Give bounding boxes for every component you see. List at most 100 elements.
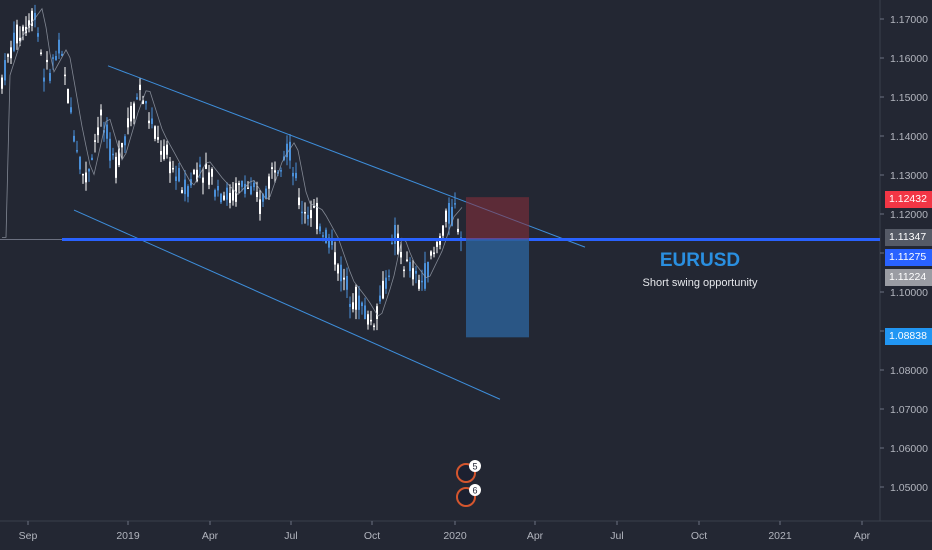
- candle-body: [397, 233, 399, 255]
- channel-lower-line[interactable]: [73, 209, 501, 400]
- candle-body: [214, 190, 216, 197]
- candle-body: [97, 127, 99, 136]
- candle-body: [169, 161, 171, 174]
- candle-body: [259, 199, 261, 214]
- y-tick-label: 1.13000: [890, 170, 928, 182]
- candle-body: [310, 210, 312, 219]
- candle-body: [247, 187, 249, 190]
- candle-body: [19, 37, 21, 41]
- candle-body: [172, 167, 174, 170]
- price-tag: 1.11224: [885, 268, 932, 286]
- candle-body: [361, 302, 363, 307]
- candle-body: [175, 176, 177, 181]
- stop-loss-zone[interactable]: [466, 197, 529, 240]
- candle-body: [433, 252, 435, 255]
- candle-body: [331, 240, 333, 246]
- y-tick-label: 1.07000: [890, 404, 928, 416]
- candle-body: [325, 229, 327, 244]
- candle-body: [130, 105, 132, 122]
- candle-body: [244, 183, 246, 194]
- candle-body: [118, 148, 120, 166]
- candle-body: [349, 303, 351, 307]
- candle-body: [280, 170, 282, 172]
- candle-body: [49, 73, 51, 81]
- candle-body: [211, 168, 213, 177]
- candle-body: [181, 190, 183, 194]
- candle-body: [298, 197, 300, 206]
- candle-body: [307, 214, 309, 219]
- x-tick-label: Jul: [610, 530, 623, 542]
- candle-body: [73, 135, 75, 142]
- candle-body: [379, 295, 381, 302]
- candle-body: [304, 212, 306, 214]
- candle-body: [226, 187, 228, 200]
- candle-body: [436, 241, 438, 247]
- event-badge-count-bg: [469, 484, 481, 496]
- candle-body: [142, 100, 144, 104]
- candle-body: [40, 52, 42, 54]
- candle-body: [409, 261, 411, 272]
- price-tag: 1.08838: [885, 327, 932, 345]
- candle-body: [106, 124, 108, 139]
- candle-body: [373, 325, 375, 328]
- take-profit-zone[interactable]: [466, 239, 529, 338]
- candle-body: [388, 275, 390, 277]
- candle-body: [322, 235, 324, 237]
- y-tick-label: 1.17000: [890, 14, 928, 26]
- subtitle-annotation: Short swing opportunity: [642, 277, 758, 289]
- candle-body: [61, 53, 63, 56]
- candle-body: [406, 259, 408, 262]
- candle-body: [163, 146, 165, 160]
- candle-body: [22, 26, 24, 32]
- candle-body: [139, 84, 141, 91]
- candle-body: [268, 176, 270, 189]
- candle-body: [109, 138, 111, 161]
- candle-body: [400, 251, 402, 258]
- y-tick-label: 1.10000: [890, 287, 928, 299]
- symbol-annotation: EURUSD: [659, 250, 741, 271]
- candle-body: [157, 137, 159, 140]
- y-tick-label: 1.16000: [890, 53, 928, 65]
- candle-body: [79, 156, 81, 170]
- candle-body: [1, 77, 3, 89]
- candle-body: [415, 270, 417, 274]
- candle-body: [286, 143, 288, 158]
- y-tick-label: 1.15000: [890, 92, 928, 104]
- x-tick-label: 2020: [443, 530, 467, 542]
- candle-body: [412, 268, 414, 280]
- candle-body: [124, 136, 126, 146]
- candle-body: [340, 264, 342, 282]
- candle-body: [241, 180, 243, 187]
- x-tick-label: Oct: [364, 530, 380, 542]
- candle-body: [295, 172, 297, 179]
- candle-body: [352, 302, 354, 310]
- moving-average-line[interactable]: [2, 7, 463, 317]
- candle-body: [271, 167, 273, 170]
- y-tick-label: 1.06000: [890, 443, 928, 455]
- candle-body: [205, 163, 207, 169]
- candle-body: [355, 286, 357, 310]
- candle-body: [217, 185, 219, 191]
- candle-body: [76, 150, 78, 152]
- candle-body: [292, 172, 294, 177]
- candle-body: [196, 169, 198, 182]
- candle-body: [346, 276, 348, 290]
- price-tag: 1.12432: [885, 190, 932, 208]
- candle-body: [316, 202, 318, 230]
- candle-body: [367, 314, 369, 325]
- candle-body: [364, 305, 366, 320]
- candle-body: [37, 33, 39, 37]
- candle-body: [328, 237, 330, 248]
- candle-body: [28, 20, 30, 28]
- candle-body: [85, 172, 87, 183]
- candle-body: [238, 183, 240, 185]
- candle-body: [403, 269, 405, 272]
- candle-body: [55, 55, 57, 60]
- x-tick-label: Apr: [202, 530, 219, 542]
- candle-body: [4, 60, 6, 81]
- candle-body: [385, 277, 387, 289]
- candle-body: [133, 103, 135, 119]
- candle-body: [370, 319, 372, 322]
